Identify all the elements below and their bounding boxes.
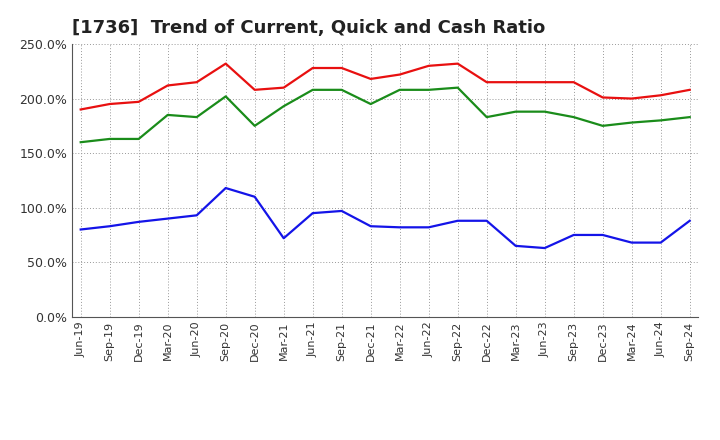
- Current Ratio: [338, 66, 346, 71]
- Current Ratio: [221, 61, 230, 66]
- Quick Ratio: [251, 123, 259, 128]
- Quick Ratio: [338, 87, 346, 92]
- Current Ratio: [163, 83, 172, 88]
- Current Ratio: [105, 101, 114, 106]
- Quick Ratio: [482, 114, 491, 120]
- Cash Ratio: [598, 232, 607, 238]
- Current Ratio: [511, 80, 520, 85]
- Cash Ratio: [221, 185, 230, 191]
- Cash Ratio: [657, 240, 665, 245]
- Quick Ratio: [657, 118, 665, 123]
- Quick Ratio: [308, 87, 317, 92]
- Quick Ratio: [541, 109, 549, 114]
- Quick Ratio: [627, 120, 636, 125]
- Current Ratio: [192, 80, 201, 85]
- Current Ratio: [482, 80, 491, 85]
- Quick Ratio: [598, 123, 607, 128]
- Quick Ratio: [163, 112, 172, 117]
- Current Ratio: [598, 95, 607, 100]
- Line: Cash Ratio: Cash Ratio: [81, 188, 690, 248]
- Quick Ratio: [511, 109, 520, 114]
- Current Ratio: [308, 66, 317, 71]
- Cash Ratio: [541, 246, 549, 251]
- Quick Ratio: [279, 103, 288, 109]
- Cash Ratio: [511, 243, 520, 249]
- Legend: Current Ratio, Quick Ratio, Cash Ratio: Current Ratio, Quick Ratio, Cash Ratio: [166, 438, 604, 440]
- Cash Ratio: [424, 225, 433, 230]
- Quick Ratio: [135, 136, 143, 142]
- Cash Ratio: [685, 218, 694, 224]
- Quick Ratio: [366, 101, 375, 106]
- Current Ratio: [366, 76, 375, 81]
- Quick Ratio: [105, 136, 114, 142]
- Current Ratio: [135, 99, 143, 104]
- Cash Ratio: [251, 194, 259, 199]
- Current Ratio: [76, 107, 85, 112]
- Current Ratio: [454, 61, 462, 66]
- Cash Ratio: [395, 225, 404, 230]
- Cash Ratio: [105, 224, 114, 229]
- Cash Ratio: [76, 227, 85, 232]
- Quick Ratio: [76, 139, 85, 145]
- Cash Ratio: [308, 210, 317, 216]
- Current Ratio: [251, 87, 259, 92]
- Cash Ratio: [192, 213, 201, 218]
- Current Ratio: [541, 80, 549, 85]
- Current Ratio: [279, 85, 288, 90]
- Cash Ratio: [163, 216, 172, 221]
- Cash Ratio: [627, 240, 636, 245]
- Quick Ratio: [424, 87, 433, 92]
- Cash Ratio: [570, 232, 578, 238]
- Line: Current Ratio: Current Ratio: [81, 64, 690, 110]
- Quick Ratio: [570, 114, 578, 120]
- Current Ratio: [685, 87, 694, 92]
- Quick Ratio: [221, 94, 230, 99]
- Quick Ratio: [454, 85, 462, 90]
- Cash Ratio: [482, 218, 491, 224]
- Current Ratio: [657, 93, 665, 98]
- Cash Ratio: [366, 224, 375, 229]
- Quick Ratio: [192, 114, 201, 120]
- Current Ratio: [627, 96, 636, 101]
- Cash Ratio: [135, 219, 143, 224]
- Text: [1736]  Trend of Current, Quick and Cash Ratio: [1736] Trend of Current, Quick and Cash …: [72, 19, 545, 37]
- Quick Ratio: [685, 114, 694, 120]
- Current Ratio: [570, 80, 578, 85]
- Current Ratio: [424, 63, 433, 69]
- Current Ratio: [395, 72, 404, 77]
- Cash Ratio: [338, 208, 346, 213]
- Cash Ratio: [279, 235, 288, 241]
- Cash Ratio: [454, 218, 462, 224]
- Quick Ratio: [395, 87, 404, 92]
- Line: Quick Ratio: Quick Ratio: [81, 88, 690, 142]
